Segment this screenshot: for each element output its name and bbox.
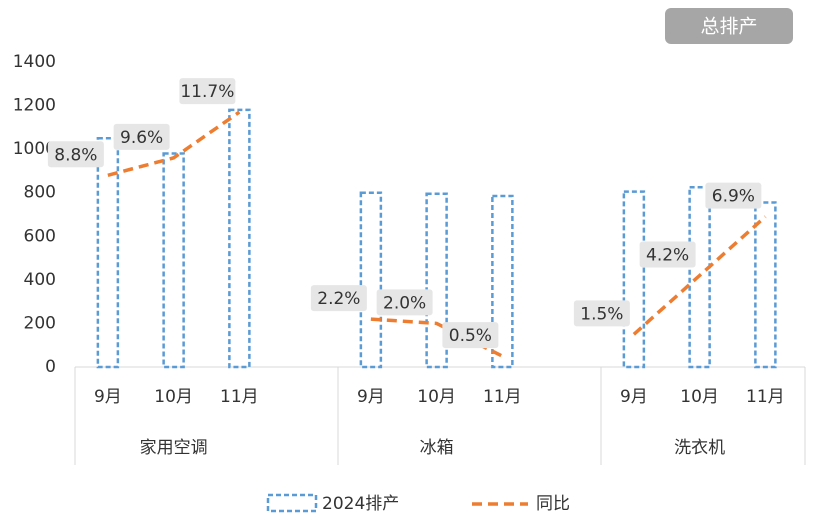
data-label-bg xyxy=(310,285,367,312)
data-label: 11.7% xyxy=(180,82,234,102)
y-tick-label: 400 xyxy=(24,270,56,290)
x-tick-label: 9月 xyxy=(357,387,385,407)
x-tick-label: 9月 xyxy=(620,387,648,407)
x-tick-label: 9月 xyxy=(94,387,122,407)
y-tick-label: 200 xyxy=(24,313,56,333)
data-label: 8.8% xyxy=(54,145,97,165)
y-tick-label: 1000 xyxy=(13,139,56,159)
bar xyxy=(162,152,185,369)
x-tick-label: 10月 xyxy=(154,387,193,407)
badge-bg xyxy=(665,8,793,44)
data-label: 4.2% xyxy=(646,246,689,266)
bar xyxy=(425,192,448,369)
x-tick-label: 10月 xyxy=(680,387,719,407)
bar xyxy=(96,137,120,369)
bar xyxy=(688,186,711,369)
y-tick-label: 1400 xyxy=(13,52,56,72)
data-label: 2.2% xyxy=(317,289,360,309)
badge: 总排产 xyxy=(700,16,757,38)
bar xyxy=(754,201,777,369)
data-label: 6.9% xyxy=(712,187,755,207)
y-tick-label: 1200 xyxy=(13,96,56,116)
data-label-bg xyxy=(47,141,104,168)
group-label: 洗衣机 xyxy=(674,438,725,458)
data-label-bg xyxy=(573,300,630,327)
data-label-bg xyxy=(639,241,696,268)
data-label: 1.5% xyxy=(580,304,623,324)
bar xyxy=(228,108,251,369)
bar xyxy=(359,191,383,369)
x-tick-label: 11月 xyxy=(220,387,259,407)
y-tick-label: 800 xyxy=(24,183,56,203)
data-label-bg xyxy=(113,123,170,150)
y-tick-label: 0 xyxy=(45,357,56,377)
y-tick-label: 600 xyxy=(24,226,56,246)
x-tick-label: 11月 xyxy=(746,387,785,407)
data-label-bg xyxy=(376,289,433,316)
legend-label: 同比 xyxy=(536,494,570,514)
data-label-bg xyxy=(705,182,762,209)
data-label-bg xyxy=(179,78,236,105)
data-label: 0.5% xyxy=(449,326,492,346)
legend-label: 2024排产 xyxy=(322,494,399,514)
legend-swatch xyxy=(266,493,318,513)
x-tick-label: 11月 xyxy=(483,387,522,407)
group-label: 家用空调 xyxy=(140,438,208,458)
data-label: 9.6% xyxy=(120,128,163,148)
x-tick-label: 10月 xyxy=(417,387,456,407)
yoy-line xyxy=(107,110,241,177)
group-label: 冰箱 xyxy=(420,438,454,458)
data-label-bg xyxy=(442,322,499,349)
bar xyxy=(491,194,514,369)
data-label: 2.0% xyxy=(383,293,426,313)
bar xyxy=(622,190,646,369)
yoy-line xyxy=(632,215,767,336)
